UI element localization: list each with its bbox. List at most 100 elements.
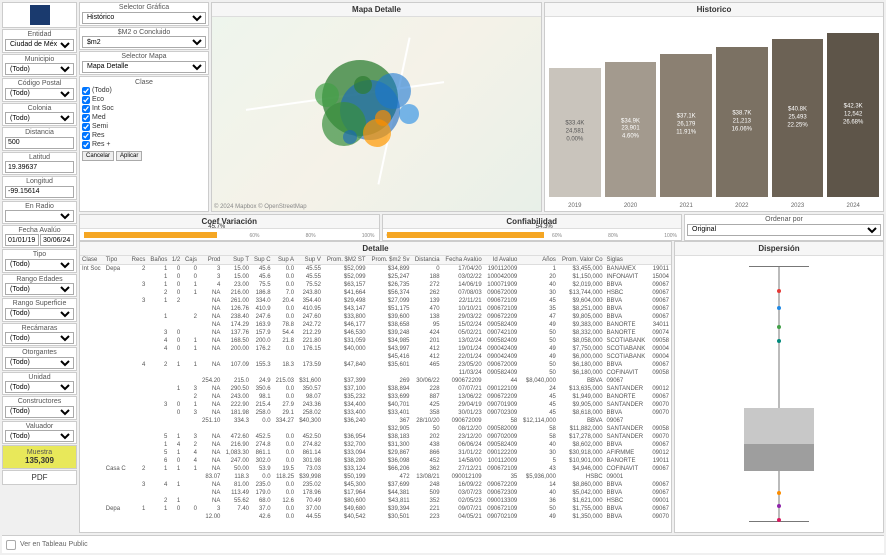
table-header[interactable]: Fecha Avalúo <box>442 256 484 265</box>
detalle-table-wrap[interactable]: ClaseTipoRecsBaños1/2CajsProdSup TSup CS… <box>80 256 671 532</box>
val-select[interactable]: (Todo) <box>5 430 74 442</box>
clase-cb-6[interactable] <box>82 141 90 149</box>
lon-input[interactable] <box>5 186 74 198</box>
table-row[interactable]: $45,41641222/01/2409004240949$6,000,000S… <box>80 353 671 361</box>
table-header[interactable] <box>649 256 671 265</box>
table-row[interactable]: 03NA181.98258.029.1258.02$33,400$33,4013… <box>80 409 671 417</box>
table-header[interactable]: Sup T <box>222 256 251 265</box>
table-row[interactable]: 12.0042.60.044.55$40,542$30,50122304/05/… <box>80 513 671 521</box>
table-header[interactable]: Id Avaluo <box>484 256 520 265</box>
constr-select[interactable]: (Todo) <box>5 406 74 418</box>
historic-bar[interactable]: $37.1K26,17911.91%2021 <box>660 54 712 197</box>
ordenar-select[interactable]: Original <box>687 224 881 236</box>
table-row[interactable]: 514NA1,083.30861.10.0861.14$33,094$29,86… <box>80 449 671 457</box>
sel-grafica[interactable]: Histórico <box>82 12 206 24</box>
table-header[interactable]: Baños <box>147 256 169 265</box>
municipio-select[interactable]: (Todo) <box>5 63 74 75</box>
table-header[interactable]: Tipo <box>104 256 129 265</box>
colonia-select[interactable]: (Todo) <box>5 112 74 124</box>
table-header[interactable]: Años <box>519 256 558 265</box>
otorg-select[interactable]: (Todo) <box>5 357 74 369</box>
table-header[interactable]: Sup A <box>273 256 296 265</box>
dispersion-dot[interactable] <box>777 306 781 310</box>
table-header[interactable]: Distancia <box>412 256 442 265</box>
table-row[interactable]: 341NA81.00235.00.0235.02$45,300$37,69924… <box>80 481 671 489</box>
table-row[interactable]: 401NA200.00176.20.0176.15$40,000$43,9974… <box>80 345 671 353</box>
table-row[interactable]: 142NA216.90274.80.0274.82$32,700$31,3004… <box>80 441 671 449</box>
fecha-from[interactable] <box>5 234 39 246</box>
table-header[interactable]: Sup V <box>296 256 323 265</box>
clase-cb-2[interactable] <box>82 105 90 113</box>
map-cluster[interactable] <box>354 76 372 94</box>
table-row[interactable]: NA174.29163.978.8242.72$46,177$38,658951… <box>80 321 671 329</box>
map-cluster[interactable] <box>315 83 339 107</box>
table-row[interactable]: Int SocDepa2100315.0045.60.045.55$52,099… <box>80 265 671 274</box>
table-row[interactable]: 312NA261.00334.020.4354.40$29,498$27,099… <box>80 297 671 305</box>
pdf-button[interactable]: PDF <box>2 470 77 485</box>
table-header[interactable]: Cajs <box>182 256 199 265</box>
dispersion-dot[interactable] <box>777 518 781 522</box>
clase-cancel[interactable]: Cancelar <box>82 151 114 161</box>
historic-bar[interactable]: $40.8K25,49322.25%2023 <box>772 39 824 197</box>
table-row[interactable]: 201NA216.00186.87.0243.80$41,664$56,3742… <box>80 289 671 297</box>
map-canvas[interactable]: © 2024 Mapbox © OpenStreetMap <box>212 17 541 211</box>
table-row[interactable]: Casa C2111NA50.0053.919.573.03$33,124$66… <box>80 465 671 473</box>
table-header[interactable]: Clase <box>80 256 104 265</box>
table-row[interactable]: 30NA137.76157.954.4212.29$46,530$39,2484… <box>80 329 671 337</box>
table-row[interactable]: $32,9055008/12/2009058200958$11,882,000S… <box>80 425 671 433</box>
dispersion-dot[interactable] <box>777 289 781 293</box>
table-row[interactable]: 401NA168.50200.021.8221.80$31,059$34,985… <box>80 337 671 345</box>
table-row[interactable]: Depa110037.4037.00.037.00$49,680$39,3942… <box>80 505 671 513</box>
sel-mapa[interactable]: Mapa Detalle <box>82 61 206 73</box>
historic-bar[interactable]: $42.3K12,54226.68%2024 <box>827 33 879 197</box>
lat-input[interactable] <box>5 161 74 173</box>
dispersion-dot[interactable] <box>777 491 781 495</box>
table-header[interactable]: Prom. $m2 Sv <box>368 256 412 265</box>
dispersion-dot[interactable] <box>777 339 781 343</box>
cp-select[interactable]: (Todo) <box>5 88 74 100</box>
edades-select[interactable]: (Todo) <box>5 283 74 295</box>
table-row[interactable]: NA113.49179.00.0178.96$17,964$44,3815090… <box>80 489 671 497</box>
table-row[interactable]: 301NA222.90215.427.9243.36$34,400$40,701… <box>80 401 671 409</box>
dispersion-dot[interactable] <box>777 325 781 329</box>
table-row[interactable]: 254.20215.024.9215.03$31,600$37,39926930… <box>80 377 671 385</box>
table-row[interactable]: 13NA290.50350.60.0350.57$37,100$38,89422… <box>80 385 671 393</box>
map-cluster[interactable] <box>375 73 411 109</box>
clase-apply[interactable]: Aplicar <box>116 151 142 161</box>
clase-cb-5[interactable] <box>82 132 90 140</box>
fecha-to[interactable] <box>40 234 74 246</box>
radio-select[interactable] <box>5 210 74 222</box>
table-row[interactable]: NA126.76410.90.0410.95$43,147$51,1754701… <box>80 305 671 313</box>
table-header[interactable]: Prom. Valor Co <box>558 256 605 265</box>
table-header[interactable]: Prom. $M2 ST <box>323 256 368 265</box>
historic-bar[interactable]: $33.4K24,5810.00%2019 <box>549 68 601 197</box>
table-header[interactable]: Recs <box>129 256 147 265</box>
table-row[interactable]: 21NA55.6268.012.670.49$80,600$43,8113520… <box>80 497 671 505</box>
table-row[interactable]: 4211NA107.09155.318.3173.59$47,840$35,60… <box>80 361 671 369</box>
table-header[interactable]: 1/2 <box>169 256 182 265</box>
map-cluster[interactable] <box>343 130 357 144</box>
dispersion-dot[interactable] <box>777 504 781 508</box>
table-row[interactable]: 2NA243.0098.10.098.07$35,232$33,69988713… <box>80 393 671 401</box>
table-row[interactable]: 11/03/2409058240950$6,180,000COFINAVIT09… <box>80 369 671 377</box>
unidad-select[interactable]: (Todo) <box>5 381 74 393</box>
table-row[interactable]: 513NA472.60452.50.0452.50$36,954$38,1832… <box>80 433 671 441</box>
entidad-select[interactable]: Ciudad de México <box>5 39 74 51</box>
table-header[interactable]: Siglas <box>605 256 650 265</box>
clase-cb-3[interactable] <box>82 114 90 122</box>
clase-cb-4[interactable] <box>82 123 90 131</box>
table-row[interactable]: 251.10334.30.0334.27$40,300$36,24036728/… <box>80 417 671 425</box>
sel-m2[interactable]: $m2 <box>82 36 206 48</box>
footer-text[interactable]: Ver en Tableau Public <box>20 541 88 548</box>
rec-select[interactable]: (Todo) <box>5 332 74 344</box>
table-header[interactable]: Prod <box>199 256 222 265</box>
table-row[interactable]: 604NA247.00302.00.0301.98$38,280$36,0984… <box>80 457 671 465</box>
tipo-select[interactable]: (Todo) <box>5 259 74 271</box>
historic-bar[interactable]: $34.9K23,9014.60%2020 <box>605 62 657 197</box>
table-row[interactable]: 83.07118.30.0118.25$39,998$50,19947213/0… <box>80 473 671 481</box>
sup-select[interactable]: (Todo) <box>5 308 74 320</box>
clase-cb-0[interactable] <box>82 87 90 95</box>
table-row[interactable]: 100315.0045.60.045.55$52,099$25,24718803… <box>80 273 671 281</box>
table-row[interactable]: 3101423.0075.50.075.52$63,157$26,7352721… <box>80 281 671 289</box>
map-cluster[interactable] <box>399 104 419 124</box>
